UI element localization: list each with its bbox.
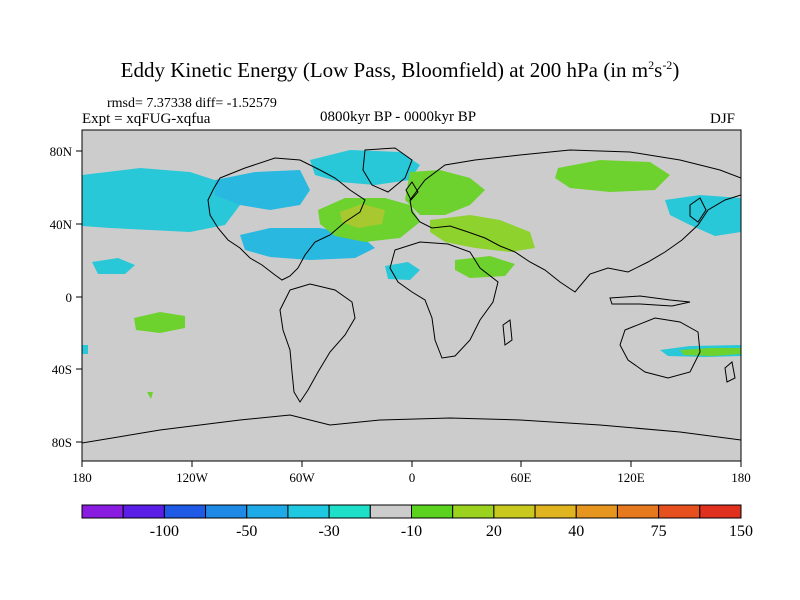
axis-ticks [76,150,742,467]
anomaly-north-atlantic-core [340,204,385,228]
colorbar-swatch [534,504,577,519]
colorbar-swatch [122,504,165,519]
colorbar-swatch [699,504,742,519]
coast-australia [619,317,701,379]
lat-tick-label: 0 [66,290,73,305]
coast-japan [689,197,707,223]
colorbar-label: 40 [568,523,584,540]
lon-tick-label: 60W [289,470,315,485]
lon-tick-label: 120E [617,470,645,485]
anomaly-mediterranean-positive [430,215,535,252]
colorbar-swatch [246,504,289,519]
colorbar-swatch [369,504,412,519]
colorbar-swatch [575,504,618,519]
colorbar-swatch [287,504,330,519]
colorbar-label: -10 [401,523,422,540]
coast-north-america [207,157,366,281]
lon-tick-label: 180 [731,470,751,485]
anomaly-north-pacific-negative [82,168,240,232]
experiment-label: Expt = xqFUG-xqfua [82,111,211,127]
coast-antarctica [82,414,741,444]
anomaly-pacific-south-positive [134,312,185,333]
colorbar-swatch [163,504,207,519]
anomaly-middle-east-positive [455,256,515,278]
coast-new-zealand [724,361,736,383]
colorbar-swatch [205,504,248,519]
coast-greenland [362,147,413,193]
colorbar-label: 150 [729,523,753,540]
colorbar-swatch [452,504,495,519]
anomaly-north-america-negative [215,170,310,210]
lon-tick-label: 120W [176,470,209,485]
season-label: DJF [710,111,736,127]
coastlines [82,147,741,444]
anomaly-siberia-positive [555,160,670,192]
lat-tick-label: 80S [52,435,72,450]
anomaly-pacific-small-negative [92,258,135,274]
plot-title: Eddy Kinetic Energy (Low Pass, Bloomfiel… [120,58,680,82]
coast-indonesia [609,295,691,307]
anomaly-arctic-negative [310,150,420,185]
colorbar-swatch [81,504,124,519]
colorbar-labels: -100 -50 -30 -10 20 40 75 150 [150,523,753,540]
period-label: 0800kyr BP - 0000kyr BP [320,109,477,125]
lon-tick-label: 60E [511,470,532,485]
lon-tick-label: 0 [409,470,416,485]
anomaly-east-asia-negative [665,195,741,236]
colorbar-label: 75 [651,523,667,540]
lat-tick-label: 40N [50,217,73,232]
colorbar [81,504,742,519]
coast-africa [389,241,499,359]
colorbar-label: -30 [318,523,339,540]
colorbar-swatch [616,504,660,519]
anomaly-europe-positive [405,170,485,215]
coast-uk [405,181,419,201]
colorbar-label: -100 [150,523,179,540]
anomaly-australia-positive [680,348,741,356]
lon-tick-label: 180 [72,470,92,485]
lat-tick-label: 80N [50,144,73,159]
anomaly-south-atlantic-positive [147,392,153,399]
colorbar-label: -50 [236,523,257,540]
colorbar-swatch [658,504,701,519]
lat-tick-label: 40S [52,362,72,377]
coast-south-america [279,283,356,403]
stats-text: rmsd= 7.37338 diff= -1.52579 [107,96,277,111]
colorbar-swatch [411,504,454,519]
anomaly-layer [82,150,741,399]
anomaly-dateline-south-negative [82,345,88,354]
colorbar-label: 20 [486,523,502,540]
colorbar-swatch [328,504,371,519]
coast-eurasia [409,149,741,293]
colorbar-swatch [493,504,536,519]
coast-madagascar [502,319,513,346]
